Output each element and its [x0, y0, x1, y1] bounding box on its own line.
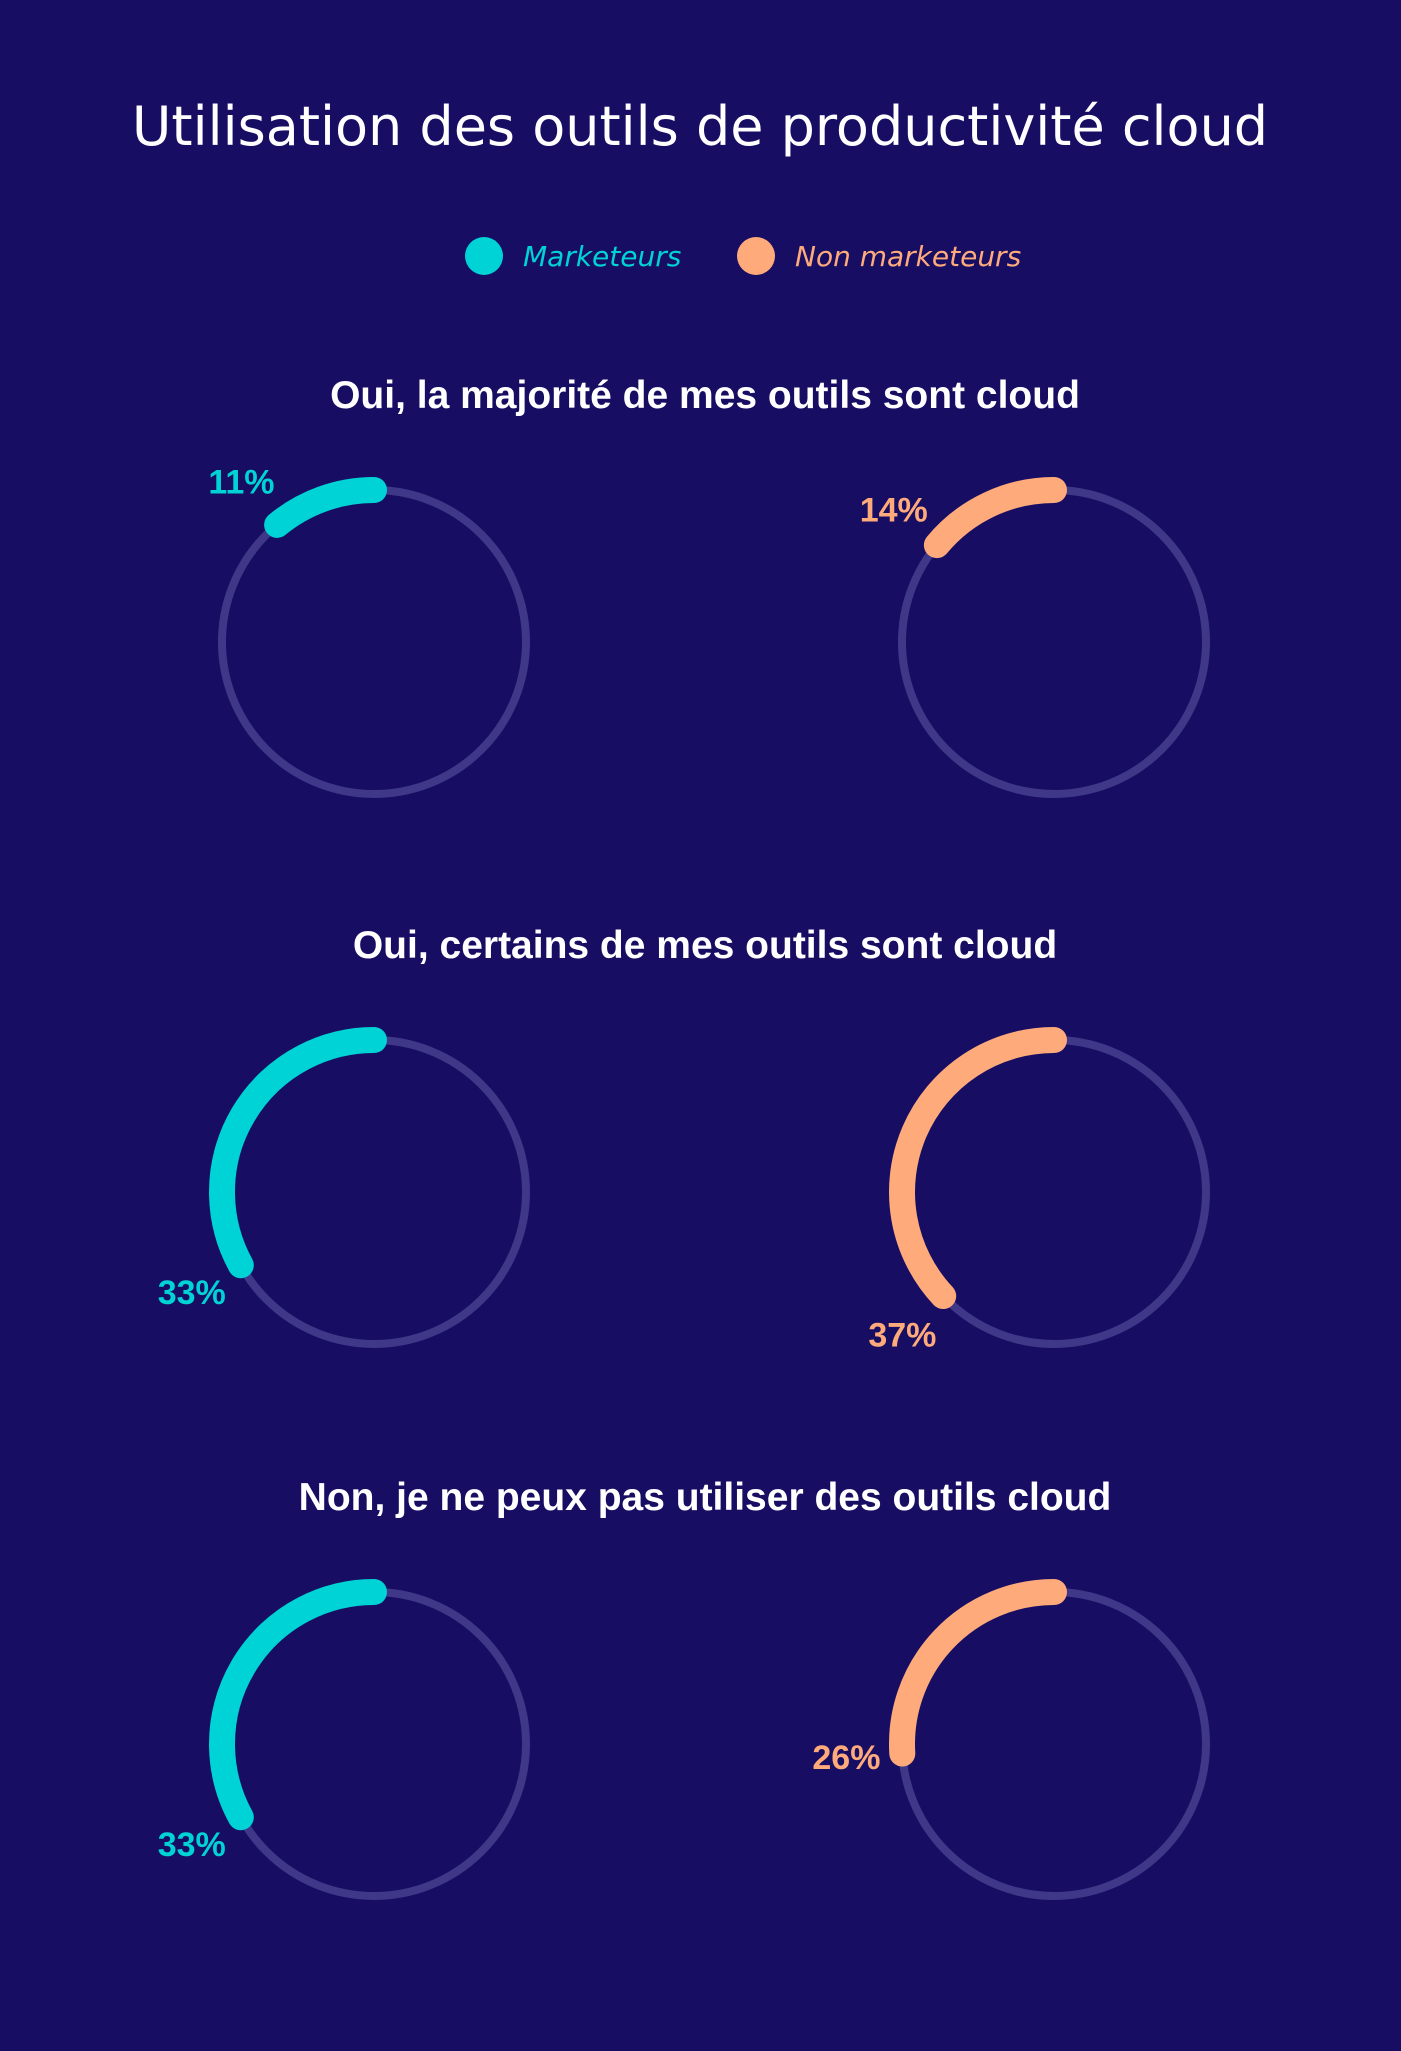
- chart-title: Utilisation des outils de productivité c…: [132, 95, 1268, 158]
- legend: Marketeurs Non marketeurs: [465, 237, 1021, 275]
- legend-label-non-marketeurs: Non marketeurs: [795, 240, 1021, 273]
- percent-label-1-non-marketeurs: 14%: [860, 491, 928, 529]
- donut-arc-1-non-marketeurs: [923, 477, 1067, 559]
- percent-label-2-non-marketeurs: 37%: [868, 1316, 936, 1354]
- legend-label-marketeurs: Marketeurs: [523, 240, 681, 273]
- donut-arc-3-marketeurs: [209, 1579, 387, 1831]
- donut-arc-2-non-marketeurs: [889, 1027, 1067, 1310]
- donut-arc-3-non-marketeurs: [889, 1579, 1067, 1767]
- percent-label-1-marketeurs: 11%: [208, 464, 274, 502]
- donut-charts: 11% 14% 33% 37% 33% 26%: [158, 464, 1210, 1900]
- legend-swatch-marketeurs: [465, 237, 503, 275]
- donut-arc-1-marketeurs: [264, 477, 387, 538]
- donut-arc-2-marketeurs: [209, 1027, 387, 1279]
- percent-label-2-marketeurs: 33%: [158, 1274, 226, 1312]
- section-title-non: Non, je ne peux pas utiliser des outils …: [299, 1476, 1112, 1519]
- percent-label-3-marketeurs: 33%: [158, 1826, 226, 1864]
- percent-label-3-non-marketeurs: 26%: [812, 1739, 880, 1777]
- legend-swatch-non-marketeurs: [737, 237, 775, 275]
- section-title-majorite: Oui, la majorité de mes outils sont clou…: [330, 374, 1080, 417]
- donut-track-1-marketeurs: [218, 486, 530, 798]
- section-title-certains: Oui, certains de mes outils sont cloud: [353, 924, 1057, 967]
